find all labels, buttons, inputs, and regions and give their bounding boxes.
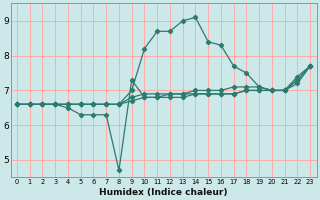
X-axis label: Humidex (Indice chaleur): Humidex (Indice chaleur) xyxy=(99,188,228,197)
